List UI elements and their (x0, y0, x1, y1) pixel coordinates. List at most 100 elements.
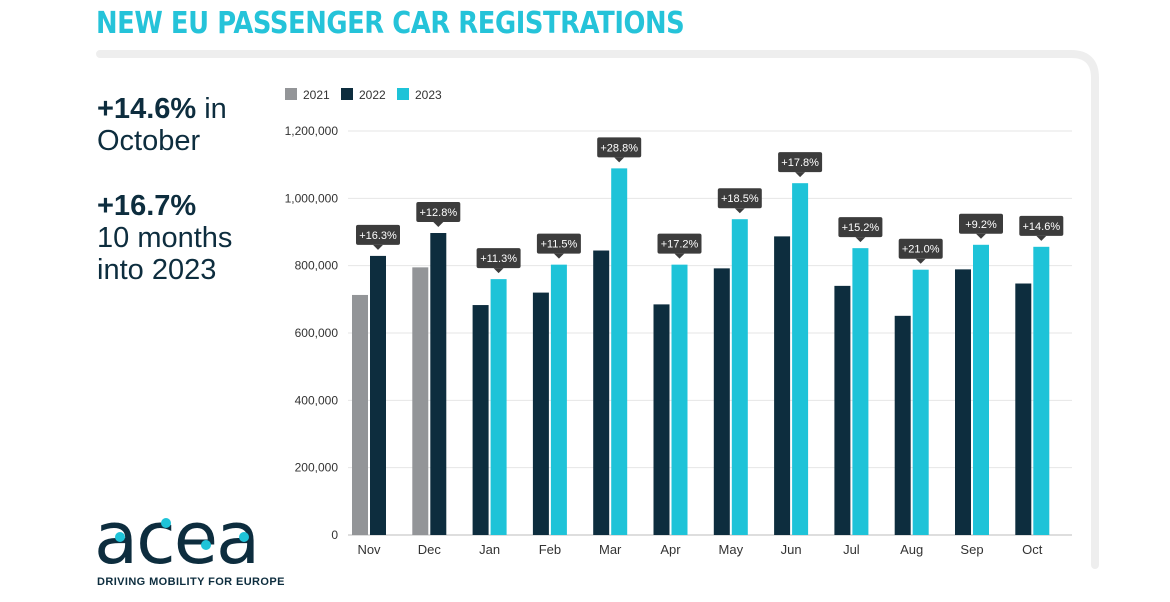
annotation-callout: +17.2% (657, 233, 702, 259)
annotation-pointer (915, 258, 926, 264)
october-highlight: +14.6% in October (97, 93, 227, 157)
annotation-box (416, 202, 461, 223)
x-tick-label: Mar (599, 542, 622, 557)
x-tick-label: Feb (539, 542, 561, 557)
legend-swatch-2023 (397, 88, 409, 100)
logo-dot-2 (161, 518, 171, 528)
october-growth-value: +14.6% (97, 93, 197, 125)
page-title: NEW EU PASSENGER CAR REGISTRATIONS (96, 6, 685, 41)
annotation-label: +21.0% (902, 244, 940, 256)
bar-2022-dec (430, 233, 447, 535)
logo-dot-4 (239, 532, 249, 542)
bar-2022-jul (834, 285, 851, 535)
bar-2023-mar (611, 168, 628, 535)
ytd-highlight: +16.7% 10 months into 2023 (97, 190, 232, 286)
annotation-callout: +28.8% (597, 137, 642, 163)
annotation-callout: +11.3% (476, 248, 521, 274)
x-tick-label: Oct (1022, 542, 1043, 557)
bar-2023-aug (912, 269, 929, 535)
acea-logo: acea (94, 505, 260, 573)
bar-2022-jan (472, 305, 489, 535)
annotation-pointer (614, 157, 625, 163)
annotation-callout: +16.3% (356, 224, 400, 250)
annotation-pointer (553, 253, 564, 259)
logo-tagline: DRIVING MOBILITY FOR EUROPE (97, 576, 285, 588)
bar-2022-sep (955, 269, 971, 535)
bar-2023-jan (490, 279, 507, 535)
bar-2022-feb (532, 292, 549, 535)
x-tick-label: Dec (418, 542, 442, 557)
annotation-pointer (373, 244, 383, 250)
x-tick-label: Nov (357, 542, 381, 557)
x-tick-label: Apr (660, 542, 681, 557)
bar-2022-apr (653, 304, 670, 535)
bar-2022-oct (1015, 283, 1032, 535)
annotation-label: +28.8% (600, 142, 638, 154)
x-tick-label: Jun (781, 542, 802, 557)
annotation-box (838, 217, 883, 238)
logo-dot-1 (115, 532, 125, 542)
bar-2022-mar (593, 250, 610, 535)
x-tick-label: Jul (843, 542, 860, 557)
annotation-label: +12.8% (419, 207, 457, 219)
bar-2023-may (731, 219, 748, 535)
annotation-callout: +15.2% (838, 217, 883, 243)
annotation-label: +18.5% (721, 193, 759, 205)
y-tick-label: 200,000 (295, 461, 339, 475)
annotation-box (476, 248, 521, 269)
annotation-callout: +14.6% (1019, 215, 1064, 241)
y-tick-label: 600,000 (295, 326, 339, 340)
annotation-box (959, 213, 1003, 234)
bar-2023-feb (550, 264, 567, 535)
annotation-label: +14.6% (1022, 221, 1060, 233)
annotation-callout: +18.5% (717, 188, 762, 214)
ytd-growth-label-1: 10 months (97, 222, 233, 254)
annotation-box (1019, 215, 1064, 236)
bar-2022-nov (370, 255, 386, 536)
bar-2023-sep (973, 244, 989, 535)
x-tick-label: Aug (900, 542, 923, 557)
x-tick-label: Sep (960, 542, 983, 557)
y-tick-label: 800,000 (295, 259, 339, 273)
annotation-pointer (493, 268, 504, 274)
annotation-callout: +21.0% (898, 238, 943, 264)
october-growth-suffix: in (196, 93, 227, 125)
annotation-label: +16.3% (359, 230, 397, 242)
legend-swatch-2022 (341, 88, 353, 100)
annotation-box (778, 152, 823, 173)
annotation-callout: +17.8% (778, 152, 823, 178)
legend-label-2022: 2022 (359, 88, 386, 102)
annotation-callout: +11.5% (536, 233, 581, 259)
x-tick-label: Jan (479, 542, 500, 557)
bar-2022-jun (774, 236, 791, 536)
legend-swatch-2021 (285, 88, 297, 100)
x-tick-label: May (719, 542, 744, 557)
bar-2023-apr (671, 264, 688, 535)
legend-label-2021: 2021 (303, 88, 330, 102)
bar-2022-aug (894, 315, 911, 535)
bar-2022-may (713, 268, 730, 535)
bar-2023-jul (852, 248, 869, 535)
annotation-pointer (674, 253, 685, 259)
october-growth-label: October (97, 125, 201, 157)
y-tick-label: 1,000,000 (285, 191, 339, 205)
ytd-growth-value: +16.7% (97, 190, 197, 222)
annotation-box (597, 137, 642, 158)
annotation-label: +11.5% (540, 239, 577, 251)
annotation-label: +15.2% (842, 222, 880, 234)
annotation-box (356, 224, 400, 245)
y-tick-label: 400,000 (295, 393, 339, 407)
annotation-box (657, 233, 702, 254)
annotation-callout: +9.2% (959, 213, 1003, 239)
annotation-label: +17.2% (661, 239, 699, 251)
logo-dot-3 (201, 540, 211, 550)
annotation-box (536, 233, 581, 254)
bar-2023-jun (792, 183, 809, 535)
annotation-pointer (855, 237, 866, 243)
bar-2023-oct (1033, 246, 1050, 535)
annotation-pointer (976, 233, 986, 239)
annotation-pointer (734, 208, 745, 214)
annotation-pointer (433, 222, 444, 228)
annotation-label: +9.2% (965, 219, 997, 231)
